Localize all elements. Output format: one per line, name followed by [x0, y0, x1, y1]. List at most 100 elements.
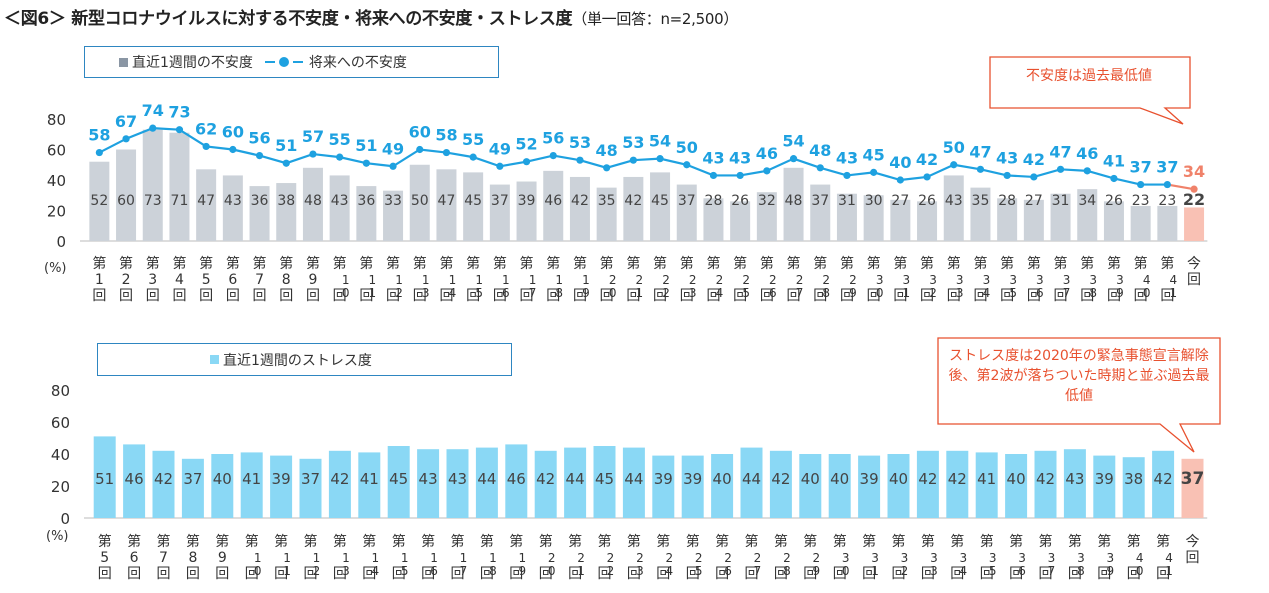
stress-bar-label: 42: [948, 470, 967, 488]
future-anxiety-point: [923, 173, 931, 181]
future-anxiety-point: [736, 171, 744, 180]
callout-stress-text: ストレス度は2020年の緊急事態宣言解除後、第2波が落ちついた時期と並ぶ過去最低…: [948, 348, 1210, 404]
stress-bar-label: 41: [242, 470, 261, 488]
future-anxiety-label: 53: [622, 133, 644, 152]
x-tick-label: 第 29 回: [797, 533, 823, 582]
anxiety-bar: [516, 181, 537, 241]
x-tick-label: 第 35 回: [974, 533, 1000, 582]
x-tick-label: 第 11 回: [268, 533, 294, 582]
future-anxiety-point: [1083, 167, 1091, 175]
anxiety-bar-label: 27: [891, 193, 909, 209]
future-anxiety-point: [576, 156, 584, 164]
stress-bar: [1181, 458, 1204, 518]
future-anxiety-point: [1163, 180, 1171, 189]
stress-bar-label: 39: [654, 470, 673, 488]
anxiety-bar: [383, 190, 404, 241]
stress-bar: [740, 447, 763, 518]
future-anxiety-label: 49: [489, 139, 511, 158]
stress-bar-label: 37: [183, 470, 202, 488]
x-tick-label: 第 16 回: [487, 255, 513, 304]
future-anxiety-label: 48: [809, 141, 831, 160]
anxiety-bar: [810, 184, 831, 241]
x-tick-label: 第 28 回: [768, 533, 794, 582]
future-anxiety-label: 51: [275, 136, 297, 155]
anxiety-bar-label: 37: [491, 193, 509, 209]
anxiety-bar-label: 42: [624, 193, 642, 209]
x-tick-label: 第 24 回: [650, 533, 676, 582]
future-anxiety-label: 55: [462, 130, 484, 149]
y-unit-label: (%): [44, 261, 67, 276]
x-tick-label: 第 23 回: [674, 255, 700, 304]
x-tick-label: 第 37 回: [1048, 255, 1074, 304]
anxiety-bar-label: 47: [197, 193, 215, 209]
anxiety-bar-label: 43: [945, 193, 963, 209]
future-anxiety-label: 52: [515, 135, 537, 154]
future-anxiety-label: 60: [222, 123, 244, 142]
anxiety-bar: [356, 186, 377, 241]
stress-bar: [358, 452, 381, 518]
anxiety-bar: [1157, 205, 1178, 241]
future-anxiety-point: [255, 152, 264, 160]
legend-stress-swatch: [210, 355, 219, 364]
anxiety-bar: [863, 195, 884, 241]
future-anxiety-point: [362, 159, 370, 167]
y-tick-label: 0: [56, 233, 66, 251]
anxiety-bar: [997, 198, 1018, 241]
x-tick-label: 第 36 回: [1003, 533, 1029, 582]
anxiety-bar-label: 47: [438, 193, 456, 209]
x-tick-label: 第 34 回: [967, 255, 993, 304]
x-tick-label: 第 33 回: [915, 533, 941, 582]
stress-bar: [475, 447, 498, 518]
x-tick-label: 第 31 回: [856, 533, 882, 582]
legend-anxiety: 直近1週間の不安度 将来への不安度: [84, 46, 499, 78]
stress-bar-label: 44: [566, 470, 585, 488]
x-tick-label: 第 26 回: [754, 255, 780, 304]
stress-bar: [887, 454, 910, 518]
anxiety-bar-label: 45: [651, 193, 669, 209]
x-tick-label: 第 10 回: [239, 533, 265, 582]
anxiety-bar-label: 22: [1183, 190, 1205, 209]
future-anxiety-label: 74: [142, 101, 164, 120]
stress-bar-label: 37: [1181, 469, 1205, 489]
page-title-main: ＜図6＞ 新型コロナウイルスに対する不安度・将来への不安度・ストレス度: [4, 9, 573, 29]
future-anxiety-point: [416, 145, 424, 154]
anxiety-bar: [142, 129, 163, 241]
stress-bar: [858, 455, 881, 518]
future-anxiety-label: 49: [382, 139, 404, 158]
stress-bar-label: 44: [742, 470, 761, 488]
future-anxiety-label: 43: [996, 148, 1018, 167]
legend-line-label: 将来への不安度: [308, 55, 407, 71]
x-tick-label: 今回: [1186, 534, 1200, 566]
stress-bar-label: 42: [330, 470, 349, 488]
future-anxiety-label: 50: [943, 138, 965, 157]
x-tick-label: 第 15 回: [460, 255, 486, 304]
anxiety-bar-label: 48: [304, 193, 322, 209]
x-tick-label: 第 21 回: [562, 533, 588, 582]
future-anxiety-point: [309, 150, 317, 158]
x-tick-label: 第 21 回: [620, 255, 646, 304]
x-tick-label: 第 20 回: [533, 533, 559, 582]
stress-bar: [123, 444, 146, 518]
stress-bar-label: 40: [801, 470, 820, 488]
stress-bar-label: 38: [1124, 470, 1143, 488]
x-tick-label: 第 25 回: [680, 533, 706, 582]
stress-bar-label: 45: [595, 470, 614, 488]
anxiety-bar: [596, 187, 617, 241]
future-anxiety-label: 47: [969, 142, 991, 161]
anxiety-bar-label: 35: [972, 193, 990, 209]
anxiety-bar-label: 23: [1132, 193, 1150, 209]
x-tick-label: 第 19 回: [567, 255, 593, 304]
stress-bar: [152, 450, 175, 518]
x-tick-label: 第 30 回: [861, 255, 887, 304]
future-anxiety-label: 37: [1156, 158, 1178, 177]
page-title-sub: （単一回答：n=2,500）: [572, 10, 739, 28]
future-anxiety-point: [442, 148, 451, 157]
anxiety-bar: [1184, 207, 1205, 241]
future-anxiety-label: 43: [702, 148, 724, 167]
x-tick-label: 第 38 回: [1062, 533, 1088, 582]
stress-bar: [975, 452, 998, 518]
